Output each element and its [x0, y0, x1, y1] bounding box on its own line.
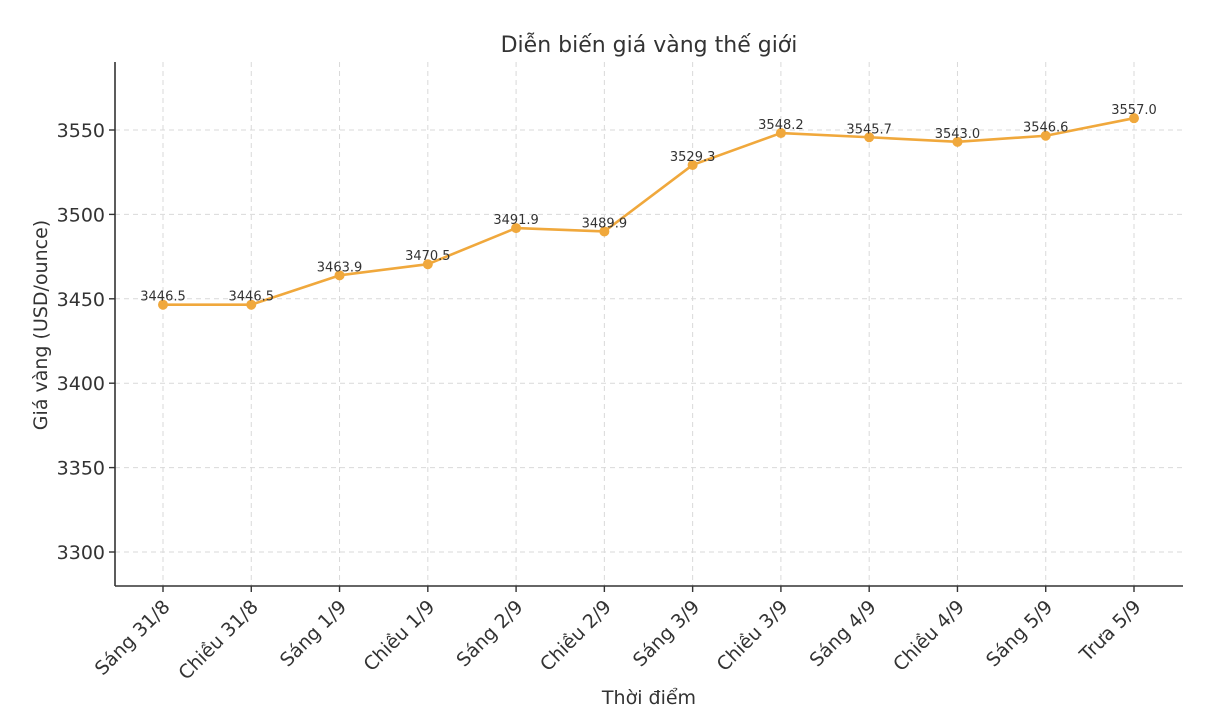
data-point	[1040, 130, 1051, 141]
x-tick-label: Chiều 3/9	[713, 596, 793, 676]
y-tick-label: 3350	[57, 458, 105, 480]
x-axis-label: Thời điểm	[601, 687, 696, 709]
data-label: 3446.5	[229, 290, 275, 305]
data-point	[864, 132, 875, 143]
data-label: 3463.9	[317, 260, 363, 275]
data-label: 3446.5	[140, 290, 186, 305]
data-label: 3529.3	[670, 150, 716, 165]
data-point	[511, 223, 522, 234]
x-tick-label: Sáng 3/9	[629, 596, 704, 671]
y-tick-label: 3400	[57, 373, 105, 395]
y-tick-label: 3300	[57, 542, 105, 564]
data-point	[687, 159, 698, 170]
x-tick-label: Chiều 31/8	[174, 596, 262, 684]
data-point	[246, 299, 257, 310]
x-axis-ticks: Sáng 31/8 Chiều 31/8 Sáng 1/9 Chiều 1/9 Sáng…	[91, 586, 1146, 684]
data-point	[1129, 113, 1139, 124]
axes	[114, 62, 1183, 587]
x-tick-label: Sáng 4/9	[805, 596, 880, 671]
chart-title: Diễn biến giá vàng thế giới	[501, 32, 798, 58]
y-tick-label: 3550	[57, 120, 105, 142]
data-label: 3546.6	[1023, 121, 1069, 136]
data-label: 3543.0	[935, 127, 981, 142]
data-label: 3545.7	[846, 122, 892, 137]
x-tick-label: Sáng 1/9	[276, 596, 351, 671]
data-point	[158, 299, 168, 310]
data-label: 3489.9	[582, 216, 628, 231]
data-label: 3491.9	[493, 213, 539, 228]
data-point	[334, 270, 345, 281]
x-tick-label: Sáng 5/9	[982, 596, 1057, 671]
y-tick-label: 3500	[57, 204, 105, 226]
x-tick-label: Sáng 31/8	[91, 596, 175, 680]
x-tick-label: Chiều 4/9	[889, 596, 969, 676]
data-label: 3470.5	[405, 249, 451, 264]
y-axis-ticks: 3300 3350 3400 3450 3500 3550	[57, 120, 115, 564]
grid	[115, 62, 1183, 586]
x-tick-label: Chiều 1/9	[359, 596, 439, 676]
data-point	[422, 259, 433, 270]
y-tick-label: 3450	[57, 289, 105, 311]
x-tick-label: Trưa 5/9	[1075, 596, 1146, 667]
y-axis-label: Giá vàng (USD/ounce)	[30, 220, 52, 430]
data-point	[952, 136, 963, 147]
data-label: 3557.0	[1111, 103, 1157, 118]
data-point	[599, 226, 610, 237]
x-tick-label: Sáng 2/9	[452, 596, 527, 671]
series-line	[163, 116, 1135, 307]
series: 3446.5 3446.5 3463.9 3470.5 3491.9 3489.9 3529…	[140, 103, 1157, 310]
x-tick-label: Chiều 2/9	[536, 596, 616, 676]
data-point	[775, 128, 786, 139]
data-label: 3548.2	[758, 118, 804, 133]
